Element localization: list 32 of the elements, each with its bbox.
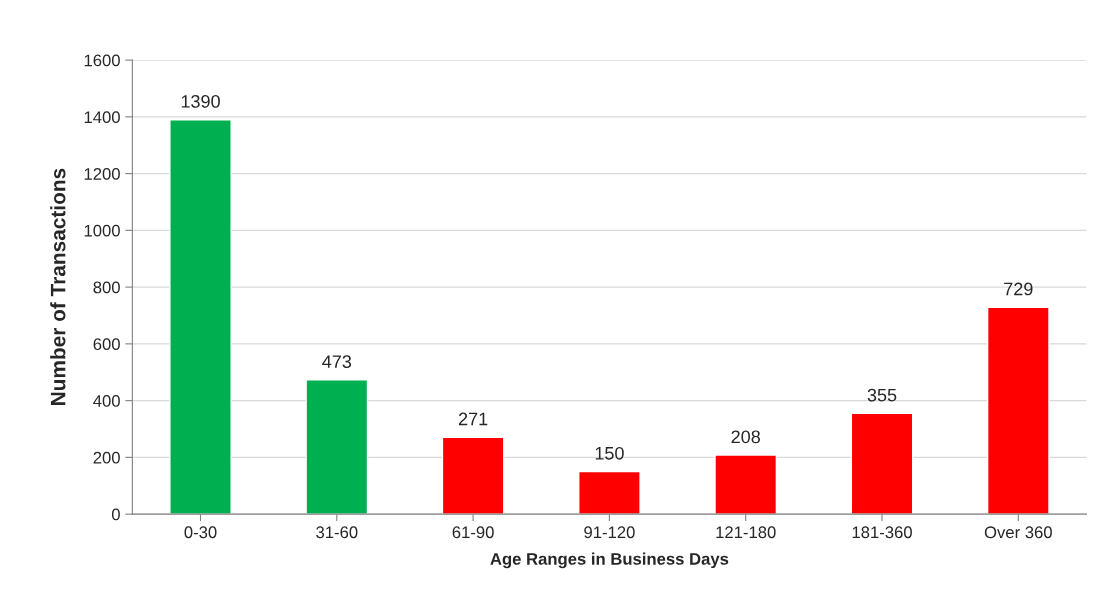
x-tick-label: 0-30 — [184, 526, 217, 539]
data-label: 729 — [1004, 282, 1033, 296]
data-label: 355 — [867, 388, 897, 402]
y-tick-label: 1400 — [84, 111, 120, 124]
data-label: 150 — [595, 446, 624, 460]
bar — [305, 379, 369, 515]
y-tick-label: 1200 — [84, 168, 120, 180]
bar — [169, 118, 232, 515]
x-tick-label: 61-90 — [452, 526, 494, 539]
bar — [578, 470, 641, 515]
bar — [714, 454, 778, 515]
y-axis-title: Number of Transactions — [50, 168, 66, 405]
x-tick-label: 91-120 — [584, 526, 635, 539]
x-axis-title: Age Ranges in Business Days — [490, 552, 729, 569]
data-label: 271 — [458, 412, 488, 426]
y-tick-label: 400 — [93, 395, 120, 407]
x-tick-label: 121-180 — [716, 526, 776, 539]
x-tick-label: 31-60 — [316, 526, 358, 539]
y-tick-label: 1000 — [84, 224, 120, 237]
data-label: 208 — [731, 430, 760, 444]
data-label: 1390 — [181, 95, 220, 108]
bar — [441, 436, 505, 515]
y-tick-label: 0 — [111, 508, 120, 521]
bar — [850, 412, 914, 515]
y-tick-label: 1600 — [84, 54, 120, 67]
y-tick-label: 800 — [93, 281, 120, 294]
y-tick-label: 200 — [93, 451, 120, 464]
bar — [986, 306, 1050, 515]
y-tick-label: 600 — [93, 338, 120, 351]
data-label: 473 — [322, 355, 352, 368]
x-tick-label: Over 360 — [984, 526, 1052, 539]
x-tick-label: 181-360 — [852, 526, 912, 539]
